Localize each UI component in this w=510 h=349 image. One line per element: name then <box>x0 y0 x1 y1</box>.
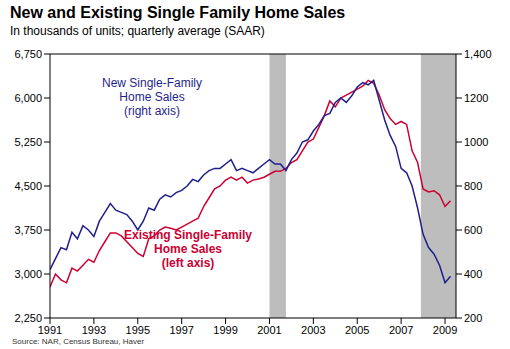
svg-text:5,250: 5,250 <box>14 136 42 148</box>
svg-text:1991: 1991 <box>38 324 62 336</box>
html-text:New and Existing Single Family: New and Existing Single Family Home Sale… <box>10 4 346 21</box>
svg-text:1200: 1200 <box>464 92 488 104</box>
html-text:Source: NAR, Census Bureau, Ha: Source: NAR, Census Bureau, Haver <box>12 337 145 346</box>
svg-text:1993: 1993 <box>82 324 106 336</box>
svg-text:3,750: 3,750 <box>14 224 42 236</box>
svg-text:1000: 1000 <box>464 136 488 148</box>
html-text:Home Sales: Home Sales <box>154 242 222 256</box>
svg-text:1995: 1995 <box>126 324 150 336</box>
svg-text:800: 800 <box>464 180 482 192</box>
svg-text:1999: 1999 <box>213 324 237 336</box>
svg-text:1,400: 1,400 <box>464 48 492 60</box>
svg-text:2005: 2005 <box>345 324 369 336</box>
html-text:Home Sales: Home Sales <box>119 90 185 104</box>
svg-text:1997: 1997 <box>169 324 193 336</box>
html-text:(left axis): (left axis) <box>161 256 215 270</box>
svg-text:2003: 2003 <box>301 324 325 336</box>
svg-text:2001: 2001 <box>257 324 281 336</box>
svg-text:2,250: 2,250 <box>14 312 42 324</box>
html-text:Existing Single-Family: Existing Single-Family <box>124 228 252 242</box>
svg-text:6,750: 6,750 <box>14 48 42 60</box>
svg-text:600: 600 <box>464 224 482 236</box>
svg-text:6,000: 6,000 <box>14 92 42 104</box>
svg-text:4,500: 4,500 <box>14 180 42 192</box>
html-text:In thousands of units; quarter: In thousands of units; quarterly average… <box>10 24 265 38</box>
svg-text:200: 200 <box>464 312 482 324</box>
html-text:New Single-Family: New Single-Family <box>102 76 202 90</box>
svg-text:2009: 2009 <box>433 324 457 336</box>
svg-text:400: 400 <box>464 268 482 280</box>
html-text:(right axis): (right axis) <box>124 104 180 118</box>
svg-text:2007: 2007 <box>389 324 413 336</box>
svg-text:3,000: 3,000 <box>14 268 42 280</box>
